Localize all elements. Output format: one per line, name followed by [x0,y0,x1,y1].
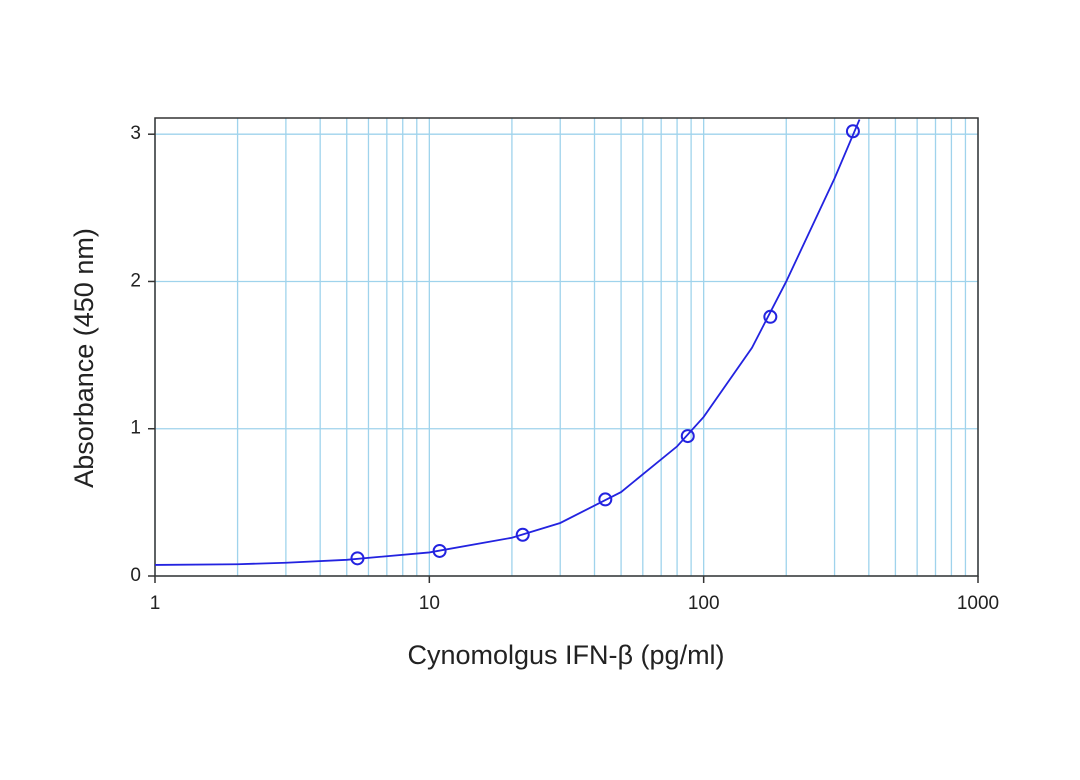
data-point [432,543,447,558]
x-axis-title: Cynomolgus IFN-β (pg/ml) [407,640,724,670]
x-tick-label: 100 [688,593,720,614]
data-point [680,429,695,444]
data-point [350,551,365,566]
data-point [515,527,530,542]
y-tick-label: 2 [130,270,141,291]
y-tick-label: 0 [130,565,141,586]
y-tick-label: 1 [130,418,141,439]
data-point [763,309,778,324]
x-tick-label: 1 [150,593,161,614]
x-tick-label: 1000 [957,593,999,614]
x-tick-label: 10 [419,593,440,614]
plot-frame [154,117,979,577]
data-point [598,492,613,507]
fit-curve [155,119,861,566]
y-axis-title: Absorbance (450 nm) [69,228,99,488]
data-point [845,124,860,139]
y-tick-label: 3 [130,123,141,144]
